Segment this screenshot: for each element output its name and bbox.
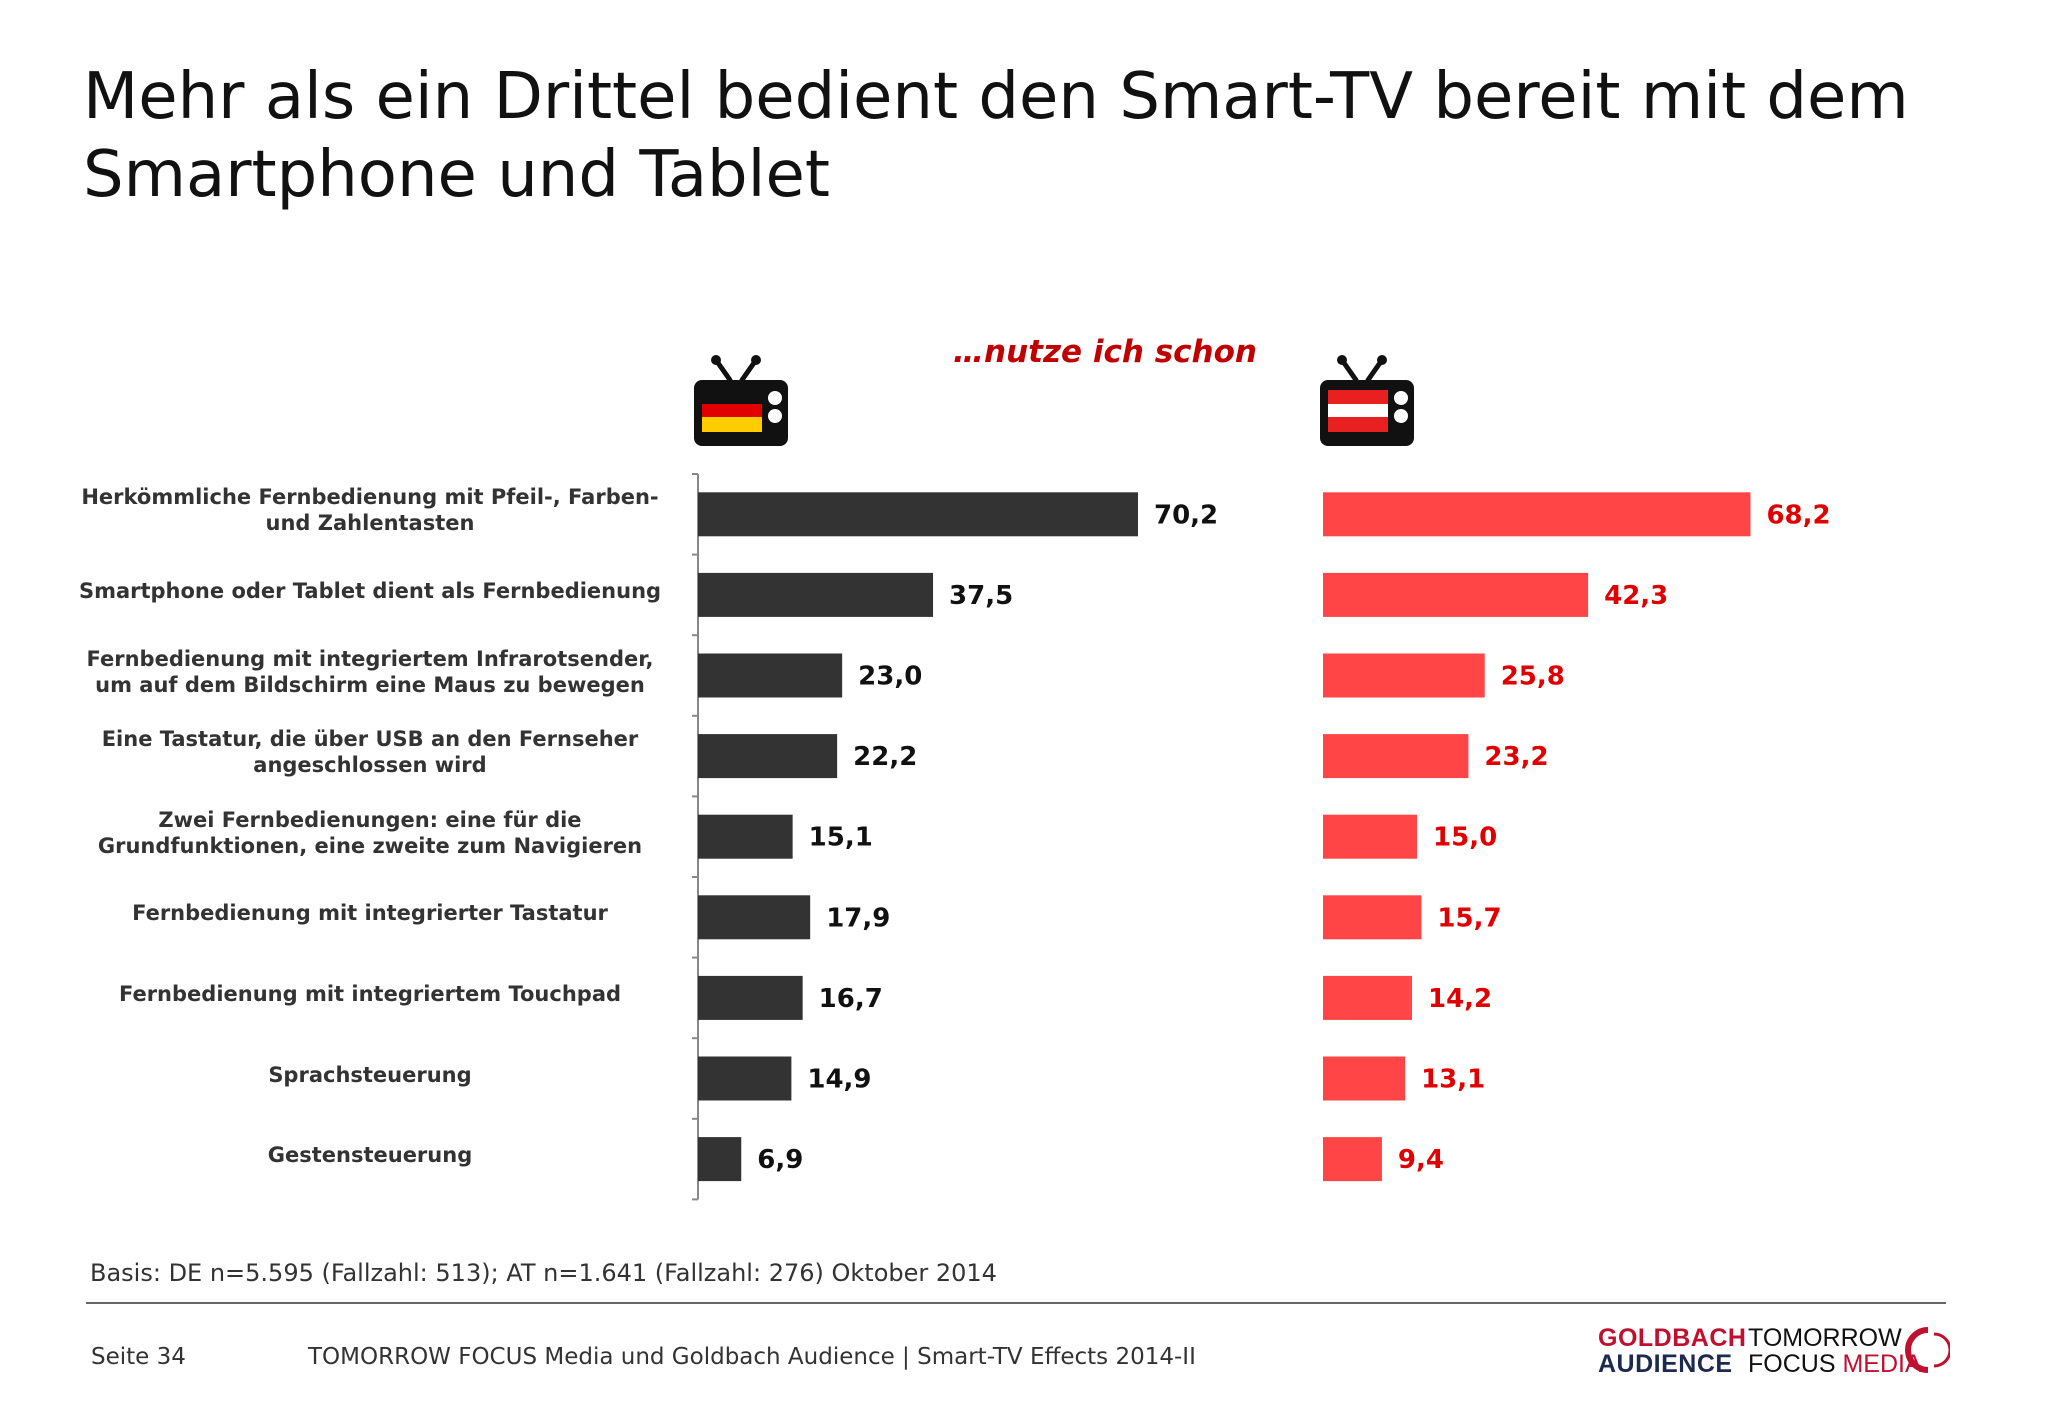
value-label-at-6: 14,2 xyxy=(1428,984,1492,1014)
page-number: Seite 34 xyxy=(91,1344,186,1370)
tomorrow-focus-swoosh-icon xyxy=(1905,1327,1950,1373)
value-label-at-8: 9,4 xyxy=(1398,1145,1444,1175)
value-label-at-5: 15,7 xyxy=(1437,903,1501,933)
category-label-5: Fernbedienung mit integrierter Tastatur xyxy=(132,901,608,926)
bar-at-5 xyxy=(1323,895,1422,940)
page-title: Mehr als ein Drittel bedient den Smart-T… xyxy=(83,60,1909,212)
tv-germany-flag-icon xyxy=(694,355,788,446)
bar-de-3 xyxy=(698,734,838,779)
bar-at-1 xyxy=(1323,572,1589,617)
value-label-de-8: 6,9 xyxy=(757,1145,803,1175)
goldbach-audience-logo: GOLDBACH AUDIENCE xyxy=(1598,1325,1746,1377)
value-label-at-4: 15,0 xyxy=(1433,823,1497,853)
value-label-de-6: 16,7 xyxy=(819,984,883,1014)
category-label-8: Gestensteuerung xyxy=(267,1143,473,1168)
bar-de-1 xyxy=(698,572,934,617)
bar-de-5 xyxy=(698,895,811,940)
bar-de-4 xyxy=(698,814,793,859)
footer-divider xyxy=(86,1302,1946,1304)
value-label-de-3: 22,2 xyxy=(853,742,917,772)
chart-subtitle: …nutze ich schon xyxy=(953,334,1257,370)
category-label-2: Fernbedienung mit integriertem Infrarots… xyxy=(86,646,654,697)
value-label-at-7: 13,1 xyxy=(1421,1065,1485,1095)
bar-at-4 xyxy=(1323,814,1418,859)
value-label-de-4: 15,1 xyxy=(809,823,873,853)
category-label-1: Smartphone oder Tablet dient als Fernbed… xyxy=(78,578,662,603)
category-label-6: Fernbedienung mit integriertem Touchpad xyxy=(118,981,622,1006)
value-label-de-7: 14,9 xyxy=(807,1065,871,1095)
logo-goldbach-line1: GOLDBACH xyxy=(1598,1324,1747,1352)
value-label-at-2: 25,8 xyxy=(1501,662,1565,692)
tomorrow-focus-media-logo: TOMORROW FOCUS MEDIA xyxy=(1748,1325,1922,1377)
bar-de-6 xyxy=(698,975,803,1020)
category-label-0: Herkömmliche Fernbedienung mit Pfeil-, F… xyxy=(81,485,659,536)
logo-tf-focus: FOCUS xyxy=(1748,1350,1836,1378)
value-label-at-3: 23,2 xyxy=(1484,742,1548,772)
category-label-4: Zwei Fernbedienungen: eine für die Grund… xyxy=(97,807,643,858)
category-label-3: Eine Tastatur, die über USB an den Ferns… xyxy=(101,727,639,778)
tv-austria-flag-icon xyxy=(1320,355,1414,446)
logo-goldbach-line2: AUDIENCE xyxy=(1598,1350,1733,1378)
bar-de-2 xyxy=(698,653,843,698)
bar-de-7 xyxy=(698,1056,792,1101)
bar-at-6 xyxy=(1323,975,1413,1020)
bar-at-7 xyxy=(1323,1056,1406,1101)
bar-at-2 xyxy=(1323,653,1485,698)
basis-note: Basis: DE n=5.595 (Fallzahl: 513); AT n=… xyxy=(90,1259,997,1287)
value-label-at-1: 42,3 xyxy=(1604,581,1668,611)
logo-tf-line1: TOMORROW xyxy=(1748,1324,1902,1352)
footer-text: TOMORROW FOCUS Media und Goldbach Audien… xyxy=(308,1344,1196,1370)
bar-de-8 xyxy=(698,1137,742,1182)
value-label-de-0: 70,2 xyxy=(1154,500,1218,530)
bar-at-3 xyxy=(1323,734,1469,779)
category-label-7: Sprachsteuerung xyxy=(268,1062,472,1087)
value-label-de-5: 17,9 xyxy=(826,903,890,933)
value-label-at-0: 68,2 xyxy=(1766,500,1830,530)
bar-chart: 70,2 37,5 23,0 22,2 15,1 17,9 16,7 14,9 6,9 68,2 4… xyxy=(692,473,1831,1201)
value-label-de-1: 37,5 xyxy=(949,581,1013,611)
value-label-de-2: 23,0 xyxy=(858,662,922,692)
bar-at-0 xyxy=(1323,492,1751,537)
bar-de-0 xyxy=(698,492,1138,537)
bar-at-8 xyxy=(1323,1137,1382,1182)
